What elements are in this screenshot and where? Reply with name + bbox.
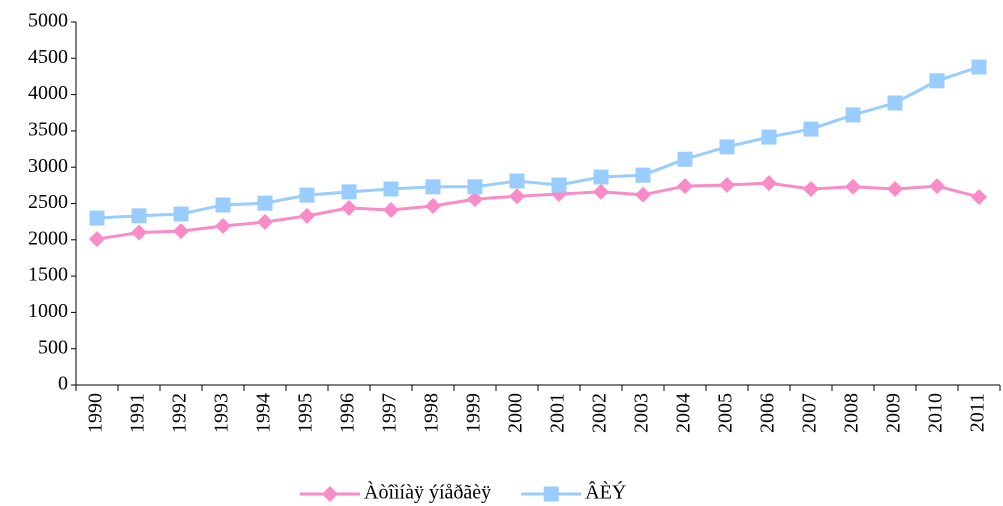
marker	[257, 214, 273, 231]
marker	[929, 178, 945, 195]
y-tick-label: 2000	[28, 227, 68, 249]
marker	[131, 208, 147, 224]
x-tick-label: 1992	[169, 393, 191, 433]
marker	[341, 199, 357, 216]
y-tick-label: 500	[38, 336, 68, 358]
x-tick-label: 1995	[295, 393, 317, 433]
y-tick-label: 1500	[28, 264, 68, 286]
marker	[845, 178, 861, 195]
x-tick-label: 2001	[547, 393, 569, 433]
x-tick-label: 2010	[925, 393, 947, 433]
marker	[425, 179, 441, 195]
x-tick-label: 1998	[421, 393, 443, 433]
series-line	[96, 181, 980, 241]
x-tick-label: 2004	[673, 393, 695, 433]
marker	[551, 177, 567, 193]
marker	[635, 167, 651, 183]
marker	[215, 197, 231, 213]
x-tick-label: 1990	[85, 393, 107, 433]
marker	[89, 231, 105, 248]
marker	[845, 107, 861, 123]
x-tick-label: 2005	[715, 393, 737, 433]
marker	[803, 180, 819, 197]
x-tick-label: 2002	[589, 393, 611, 433]
marker	[341, 184, 357, 200]
marker	[677, 151, 693, 167]
marker	[677, 178, 693, 195]
y-tick-label: 4000	[28, 82, 68, 104]
marker	[322, 486, 338, 502]
y-tick-label: 3000	[28, 155, 68, 177]
y-tick-label: 4500	[28, 46, 68, 68]
marker	[299, 207, 315, 224]
marker	[467, 179, 483, 195]
marker	[887, 180, 903, 197]
legend-label: ÂÈÝ	[585, 481, 626, 504]
marker	[89, 210, 105, 226]
x-tick-label: 1996	[337, 393, 359, 433]
marker	[635, 186, 651, 203]
x-tick-label: 2011	[967, 393, 989, 432]
marker	[215, 218, 231, 235]
marker	[929, 73, 945, 89]
marker	[383, 181, 399, 197]
x-tick-label: 1993	[211, 393, 233, 433]
legend-label: Àòîìíàÿ ýíåðãèÿ	[364, 481, 491, 504]
marker	[971, 188, 987, 205]
marker	[425, 198, 441, 215]
y-tick-label: 1000	[28, 300, 68, 322]
marker	[299, 187, 315, 203]
marker	[543, 486, 559, 502]
marker	[173, 223, 189, 240]
x-tick-label: 1999	[463, 393, 485, 433]
x-tick-label: 2003	[631, 393, 653, 433]
x-tick-label: 1994	[253, 393, 275, 433]
y-tick-label: 2500	[28, 191, 68, 213]
marker	[593, 183, 609, 200]
x-tick-label: 2007	[799, 393, 821, 433]
marker	[719, 139, 735, 155]
marker	[593, 169, 609, 185]
marker	[509, 173, 525, 189]
marker	[719, 176, 735, 193]
y-tick-label: 3500	[28, 118, 68, 140]
y-tick-label: 5000	[28, 10, 68, 32]
marker	[803, 121, 819, 137]
marker	[887, 95, 903, 111]
marker	[257, 195, 273, 211]
marker	[131, 224, 147, 241]
x-tick-label: 2000	[505, 393, 527, 433]
x-tick-label: 2008	[841, 393, 863, 433]
marker	[509, 188, 525, 205]
marker	[971, 59, 987, 75]
y-tick-label: 0	[58, 373, 68, 395]
series-line	[96, 65, 980, 220]
marker	[467, 191, 483, 208]
x-tick-label: 1991	[127, 393, 149, 433]
x-tick-label: 2006	[757, 393, 779, 433]
marker	[383, 202, 399, 219]
marker	[761, 175, 777, 192]
x-tick-label: 2009	[883, 393, 905, 433]
marker	[173, 206, 189, 222]
x-tick-label: 1997	[379, 393, 401, 433]
marker	[761, 129, 777, 145]
